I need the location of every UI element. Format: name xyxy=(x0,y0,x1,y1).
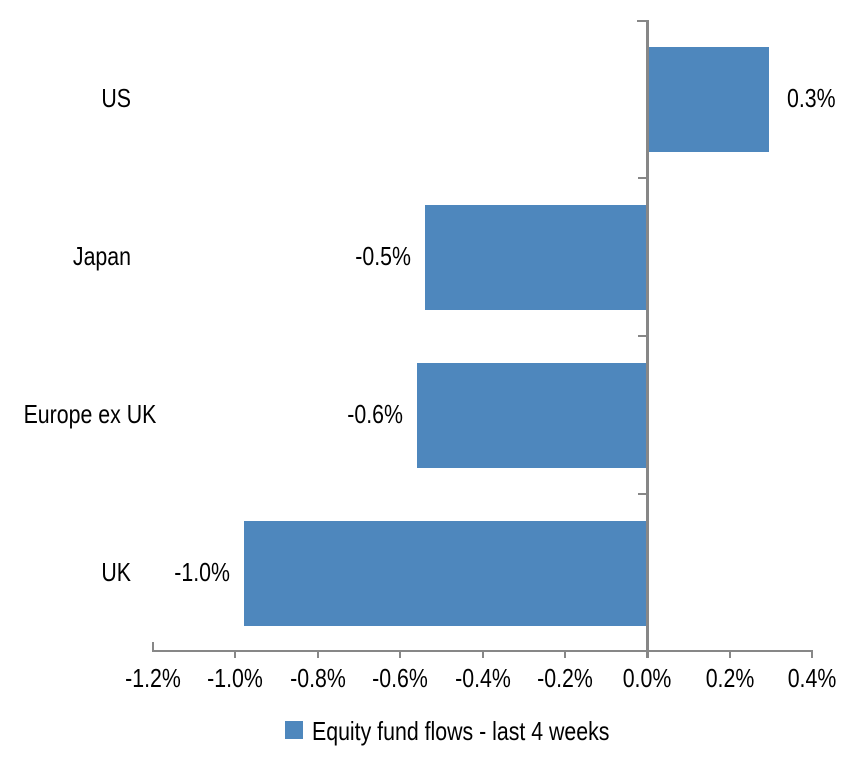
zero-axis-line xyxy=(646,20,650,658)
bar xyxy=(647,46,769,152)
data-label: -1.0% xyxy=(173,557,230,587)
category-label: Europe ex UK xyxy=(23,399,157,429)
data-label: -0.5% xyxy=(355,241,411,271)
x-tick xyxy=(234,652,237,658)
legend-swatch xyxy=(285,721,303,739)
data-label: -0.6% xyxy=(346,399,403,429)
x-tick-label: -0.4% xyxy=(454,663,511,693)
category-tick xyxy=(638,177,647,179)
bar xyxy=(424,204,648,310)
x-tick xyxy=(811,652,813,658)
x-tick-label: -0.6% xyxy=(372,663,428,693)
x-axis-endcap xyxy=(152,642,154,652)
category-label: Japan xyxy=(72,241,131,271)
category-tick xyxy=(638,493,647,495)
x-tick xyxy=(481,652,484,658)
x-tick-label: -1.2% xyxy=(125,663,181,693)
data-label: 0.3% xyxy=(786,83,836,113)
bar xyxy=(416,362,648,468)
x-tick xyxy=(316,652,319,658)
x-axis-line xyxy=(152,650,813,652)
legend: Equity fund flows - last 4 weeks xyxy=(285,716,675,747)
category-tick xyxy=(638,335,647,337)
x-tick-label: 0.0% xyxy=(622,663,672,693)
legend-label: Equity fund flows - last 4 weeks xyxy=(312,716,610,746)
x-tick xyxy=(728,652,731,658)
x-tick-label: -0.2% xyxy=(537,663,593,693)
category-label: US xyxy=(101,83,131,113)
x-tick xyxy=(563,652,566,658)
bar xyxy=(243,520,648,626)
x-tick xyxy=(399,652,402,658)
x-tick-label: -0.8% xyxy=(289,663,346,693)
x-tick-label: 0.4% xyxy=(787,663,837,693)
category-label: UK xyxy=(101,557,131,587)
zero-axis-endcap xyxy=(637,20,648,22)
x-tick-label: -1.0% xyxy=(207,663,264,693)
x-tick-label: 0.2% xyxy=(705,663,754,693)
